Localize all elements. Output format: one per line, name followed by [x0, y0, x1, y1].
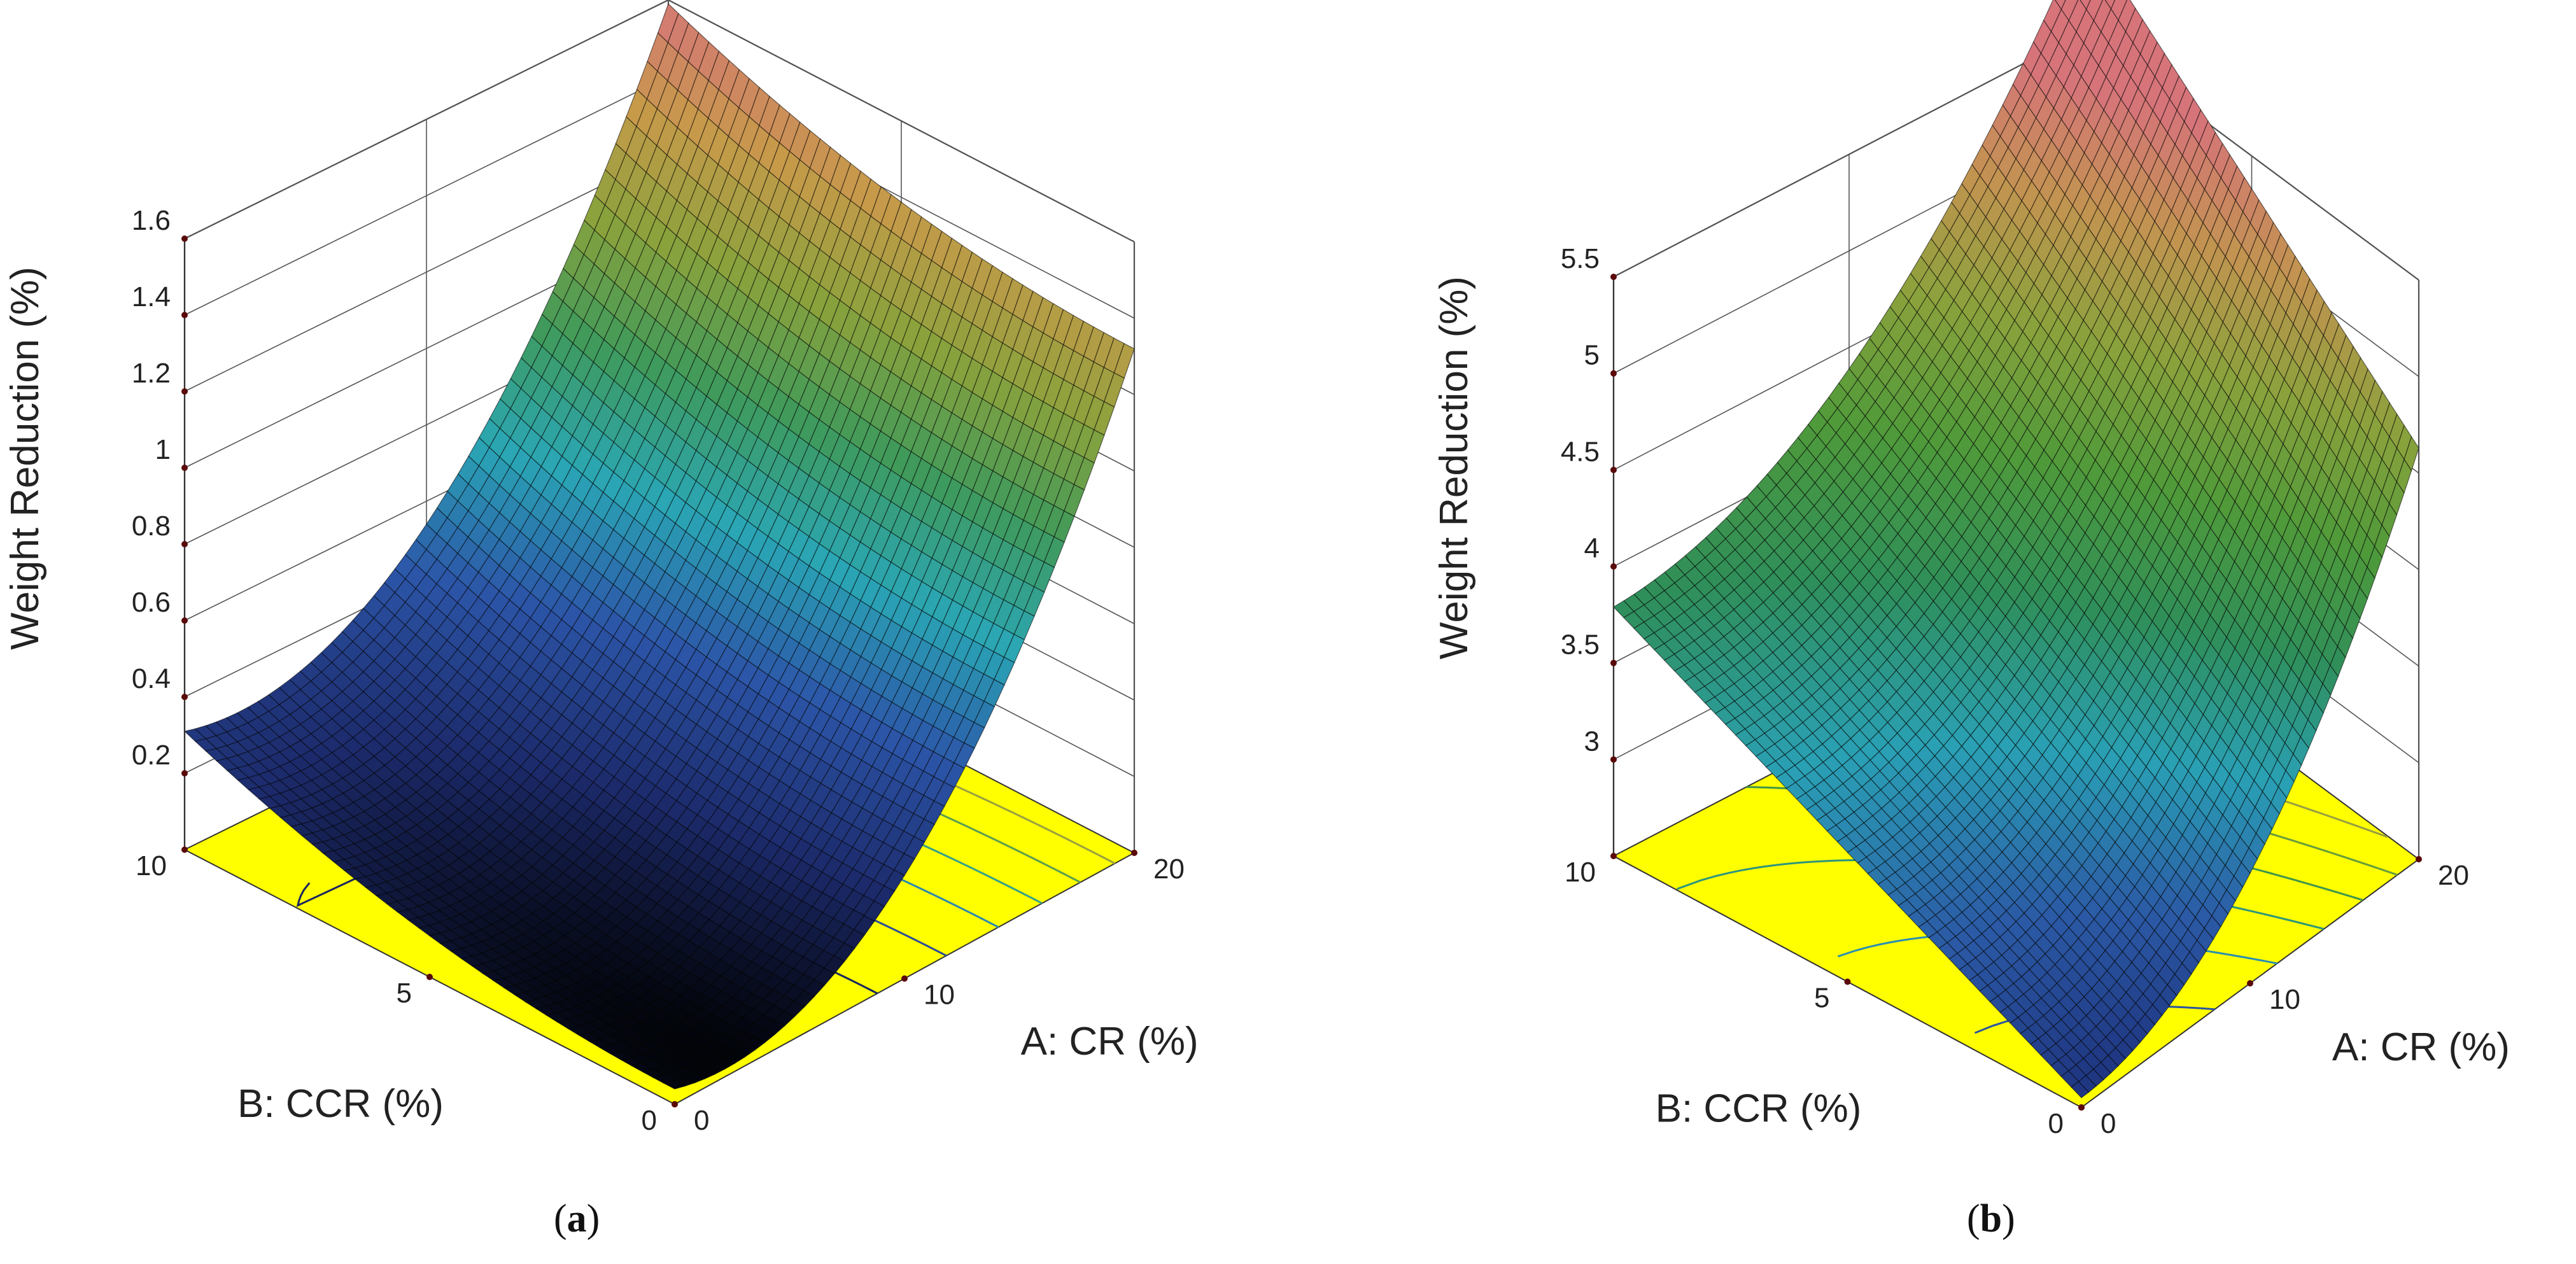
wall-gridline	[184, 0, 1135, 242]
z-axis-title: Weight Reduction (%)	[1432, 276, 1476, 659]
surface-plot-a: 0.2 0.4 0.6 0.8 1 1.2 1.4 1.6 0 10 20 0 5 10 A: CR (%)…	[3, 0, 1199, 1136]
z-tick-label: 1.2	[132, 358, 171, 389]
chart-panel-b: 3 3.5 4 4.5 5 5.5 0 10 20 0 5 10 A: CR (%) B: CCR (%)…	[1299, 0, 2576, 1264]
z-tick-label: 3.5	[1561, 629, 1600, 661]
chart-panel-a: 0.2 0.4 0.6 0.8 1 1.2 1.4 1.6 0 10 20 0 5 10 A: CR (%)…	[0, 0, 1279, 1264]
z-tick-mark	[181, 770, 188, 776]
panel-caption-a: (a)	[554, 1197, 600, 1240]
z-tick-mark	[1610, 274, 1617, 280]
z-tick-mark	[181, 312, 188, 318]
y-axis-title: B: CCR (%)	[237, 1082, 444, 1126]
plot-area: 0.2 0.4 0.6 0.8 1 1.2 1.4 1.6 0 10 20 0 5 10 A: CR (%)…	[3, 0, 1199, 1136]
z-tick-label: 5	[1584, 340, 1600, 371]
z-tick-label: 1.4	[132, 281, 171, 312]
x-tick-label: 0	[694, 1105, 709, 1136]
x-tick-mark	[2416, 856, 2422, 862]
z-tick-mark	[181, 617, 188, 624]
y-tick-label: 0	[642, 1105, 657, 1136]
z-axis-title: Weight Reduction (%)	[3, 267, 47, 650]
y-tick-mark	[426, 974, 433, 980]
x-tick-label: 10	[924, 980, 955, 1011]
panel-caption-b: (b)	[1967, 1197, 2015, 1240]
y-axis: 0 5 10	[136, 846, 678, 1136]
z-tick-label: 4	[1584, 533, 1600, 564]
z-tick-label: 0.2	[132, 740, 171, 771]
plot-area: 3 3.5 4 4.5 5 5.5 0 10 20 0 5 10 A: CR (%) B: CCR (%)…	[1432, 0, 2510, 1139]
y-tick-mark	[181, 846, 188, 853]
x-tick-mark	[2247, 980, 2253, 987]
x-tick-label: 20	[2438, 860, 2469, 891]
x-axis-title: A: CR (%)	[2332, 1025, 2510, 1069]
z-tick-mark	[1610, 563, 1617, 570]
x-tick-label: 10	[2269, 984, 2300, 1015]
x-axis: 0 10 20	[2078, 856, 2469, 1139]
z-tick-label: 0.8	[132, 510, 171, 542]
z-tick-mark	[181, 541, 188, 547]
x-tick-mark	[1131, 850, 1137, 856]
z-tick-mark	[181, 235, 188, 242]
z-axis: 0.2 0.4 0.6 0.8 1 1.2 1.4 1.6	[132, 205, 188, 850]
y-tick-mark	[672, 1101, 678, 1107]
z-tick-label: 1	[155, 434, 171, 465]
x-tick-label: 0	[2101, 1108, 2116, 1139]
z-tick-label: 0.4	[132, 663, 171, 694]
y-tick-label: 5	[1814, 983, 1829, 1014]
surface-facet	[663, 1080, 686, 1090]
z-tick-label: 3	[1584, 726, 1600, 757]
y-tick-label: 5	[397, 978, 412, 1009]
z-tick-label: 1.6	[132, 205, 171, 236]
z-tick-mark	[1610, 756, 1617, 763]
z-tick-label: 0.6	[132, 587, 171, 618]
y-axis-title: B: CCR (%)	[1656, 1087, 1862, 1131]
x-tick-mark	[901, 975, 908, 982]
x-axis: 0 10 20	[672, 850, 1185, 1136]
z-axis: 3 3.5 4 4.5 5 5.5	[1561, 243, 1617, 856]
response-surface	[1613, 0, 2419, 1099]
y-tick-mark	[1844, 978, 1851, 985]
y-tick-mark	[1610, 853, 1617, 859]
z-tick-mark	[181, 388, 188, 395]
y-axis: 0 5 10	[1565, 853, 2085, 1139]
z-tick-mark	[1610, 659, 1617, 666]
z-tick-mark	[1610, 467, 1617, 474]
response-surface	[183, 3, 1135, 1090]
z-tick-label: 4.5	[1561, 436, 1600, 467]
z-tick-label: 5.5	[1561, 243, 1600, 274]
z-tick-mark	[181, 694, 188, 700]
surface-plot-b: 3 3.5 4 4.5 5 5.5 0 10 20 0 5 10 A: CR (%) B: CCR (%)…	[1432, 0, 2510, 1139]
x-tick-label: 20	[1153, 853, 1185, 885]
x-axis-title: A: CR (%)	[1021, 1020, 1199, 1064]
y-tick-mark	[2078, 1104, 2085, 1111]
y-tick-label: 0	[2048, 1108, 2064, 1139]
z-tick-mark	[1610, 370, 1617, 377]
y-tick-label: 10	[136, 850, 167, 881]
y-tick-label: 10	[1565, 857, 1596, 888]
z-tick-mark	[181, 465, 188, 471]
surface-facet	[2071, 1081, 2090, 1099]
